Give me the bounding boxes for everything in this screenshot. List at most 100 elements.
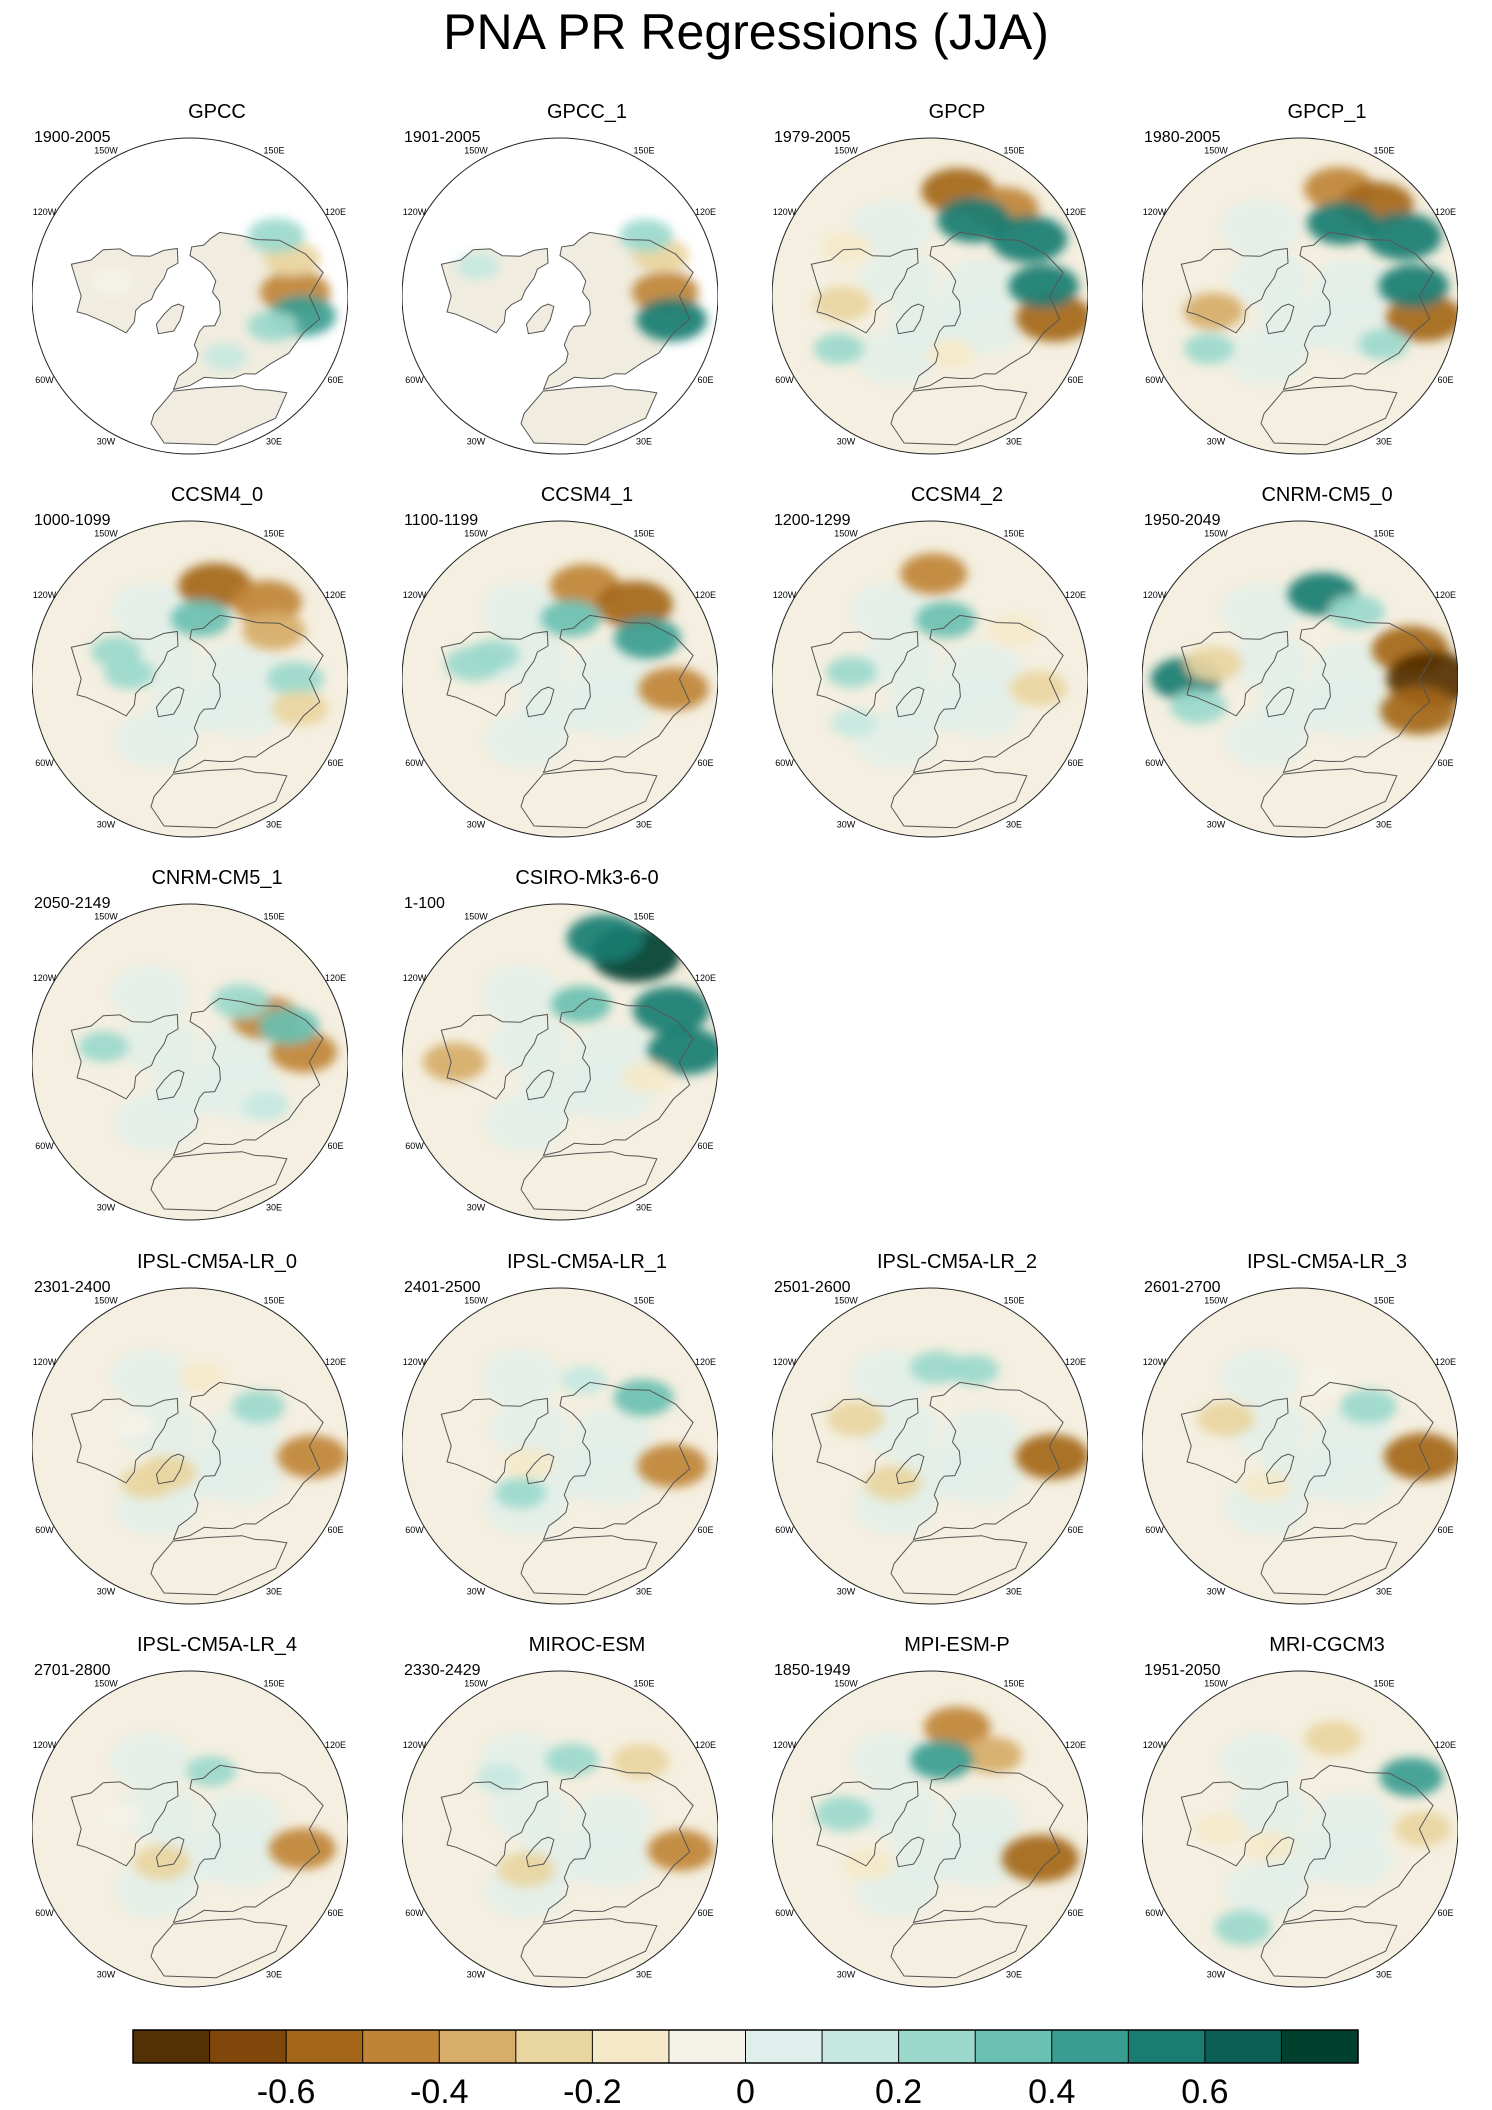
coastline [70,1397,179,1484]
anomaly-region [497,1851,555,1887]
panel-title: MRI-CGCM3 [1269,1634,1385,1656]
coastline [1265,686,1295,718]
longitude-label: 120W [1143,1357,1167,1367]
anomaly-region [596,580,673,629]
panel-title: MIROC-ESM [528,1634,646,1656]
longitude-label: 120E [695,1357,716,1367]
longitude-label: 60W [1145,758,1164,768]
anomaly-region [1364,212,1442,260]
polar-map: 180150E120E90E60E30E030W60W90W120W150W [1142,520,1458,838]
longitude-label: 120E [1065,1357,1086,1367]
colorbar-swatch [362,2030,440,2063]
anomaly-region [1340,1389,1397,1424]
longitude-label: 150E [633,529,654,539]
longitude-label: 30W [467,820,486,830]
anomaly-region [1304,1720,1362,1756]
coastline [520,1535,658,1596]
panel-title: IPSL-CM5A-LR_4 [136,1634,298,1656]
longitude-label: 60E [697,375,713,385]
anomaly-region [120,1465,174,1499]
panel-title: CNRM-CM5_0 [1261,484,1393,506]
coastline [1180,247,1289,334]
longitude-label: 150E [1003,1679,1024,1689]
map-panel: GPCC_11901-2005180150E120E90E60E30E030W6… [402,100,772,460]
anomaly-region [241,611,306,651]
longitude-label: 150W [834,529,858,539]
panel-period: 2501-2600 [774,1279,851,1296]
coastline [150,768,288,829]
coastline [440,1397,549,1484]
polar-map: 180150E120E90E60E30E030W60W90W120W150W [772,1670,1088,1988]
longitude-label: 150W [834,146,858,156]
map-panel: CSIRO-Mk3-6-01-100180150E120E90E60E30E03… [402,866,772,1226]
map-panel: CCSM4_11100-1199180150E120E90E60E30E030W… [402,483,772,843]
map-panel: CCSM4_21200-1299180150E120E90E60E30E030W… [772,483,1142,843]
longitude-label: 60W [775,1525,794,1535]
longitude-label: 150W [1204,1679,1228,1689]
longitude-label: 30E [636,820,652,830]
longitude-label: 60E [1067,1525,1083,1535]
longitude-label: 60W [405,1908,424,1918]
panel-period: 1901-2005 [404,129,481,146]
longitude-label: 120W [1143,1740,1167,1750]
longitude-label: 120E [325,973,346,983]
longitude-label: 120W [33,590,57,600]
colorbar-swatch [286,2030,364,2063]
longitude-label: 150E [1003,146,1024,156]
coastline [1265,1453,1295,1485]
polar-map: 180150E120E90E60E30E030W60W90W120W150W [1142,1670,1458,1988]
longitude-label: 60W [1145,375,1164,385]
longitude-label: 30W [1207,1970,1226,1980]
coastline [155,1836,185,1868]
polar-map: 180150E120E90E60E30E030W60W90W120W150W [772,137,1088,455]
longitude-label: 120W [1143,207,1167,217]
longitude-label: 150E [1373,1679,1394,1689]
panel-title: IPSL-CM5A-LR_0 [136,1251,298,1273]
longitude-label: 120W [33,207,57,217]
longitude-label: 150E [263,1296,284,1306]
anomaly-region [923,1706,991,1748]
coastline [70,1013,179,1100]
longitude-label: 30E [1376,820,1392,830]
coastline [70,247,179,334]
map-boundary [1142,1670,1458,1988]
longitude-label: 150W [1204,1296,1228,1306]
longitude-label: 150E [263,912,284,922]
panel-title: GPCC_1 [546,101,628,123]
map-panel: CNRM-CM5_01950-2049180150E120E90E60E30E0… [1142,483,1492,843]
longitude-label: 30E [266,1970,282,1980]
anomaly-region [813,333,864,365]
longitude-label: 60W [775,1908,794,1918]
anomaly-region [178,1362,226,1392]
coastline [525,1836,555,1868]
longitude-label: 150W [94,912,118,922]
colorbar-swatch [592,2030,670,2063]
longitude-label: 60W [405,758,424,768]
anomaly-region [422,1042,487,1082]
polar-map: 180150E120E90E60E30E030W60W90W120W150W [32,137,348,455]
map-panel: IPSL-CM5A-LR_02301-2400180150E120E90E60E… [32,1250,402,1610]
anomaly-region [247,310,298,342]
longitude-label: 30W [97,437,116,447]
map-background [402,138,718,454]
longitude-label: 120E [695,1740,716,1750]
longitude-label: 60E [327,1525,343,1535]
longitude-label: 60E [697,758,713,768]
colorbar-swatch [1204,2030,1283,2063]
map-boundary [402,1670,718,1988]
longitude-label: 30E [1376,1587,1392,1597]
coastline [895,1836,925,1868]
anomaly-region [827,1401,885,1437]
anomaly-region [504,1448,555,1479]
map-boundary [402,137,718,455]
anomaly-region [815,1796,872,1832]
longitude-label: 120W [403,1740,427,1750]
coastline [890,768,1028,829]
longitude-label: 30E [1376,1970,1392,1980]
longitude-label: 120W [773,1740,797,1750]
longitude-label: 150E [1373,529,1394,539]
panel-period: 1000-1099 [34,512,111,529]
coastline [1180,1780,1289,1867]
anomaly-region [612,1743,670,1779]
map-panel: GPCC1900-2005180150E120E90E60E30E030W60W… [32,100,402,460]
